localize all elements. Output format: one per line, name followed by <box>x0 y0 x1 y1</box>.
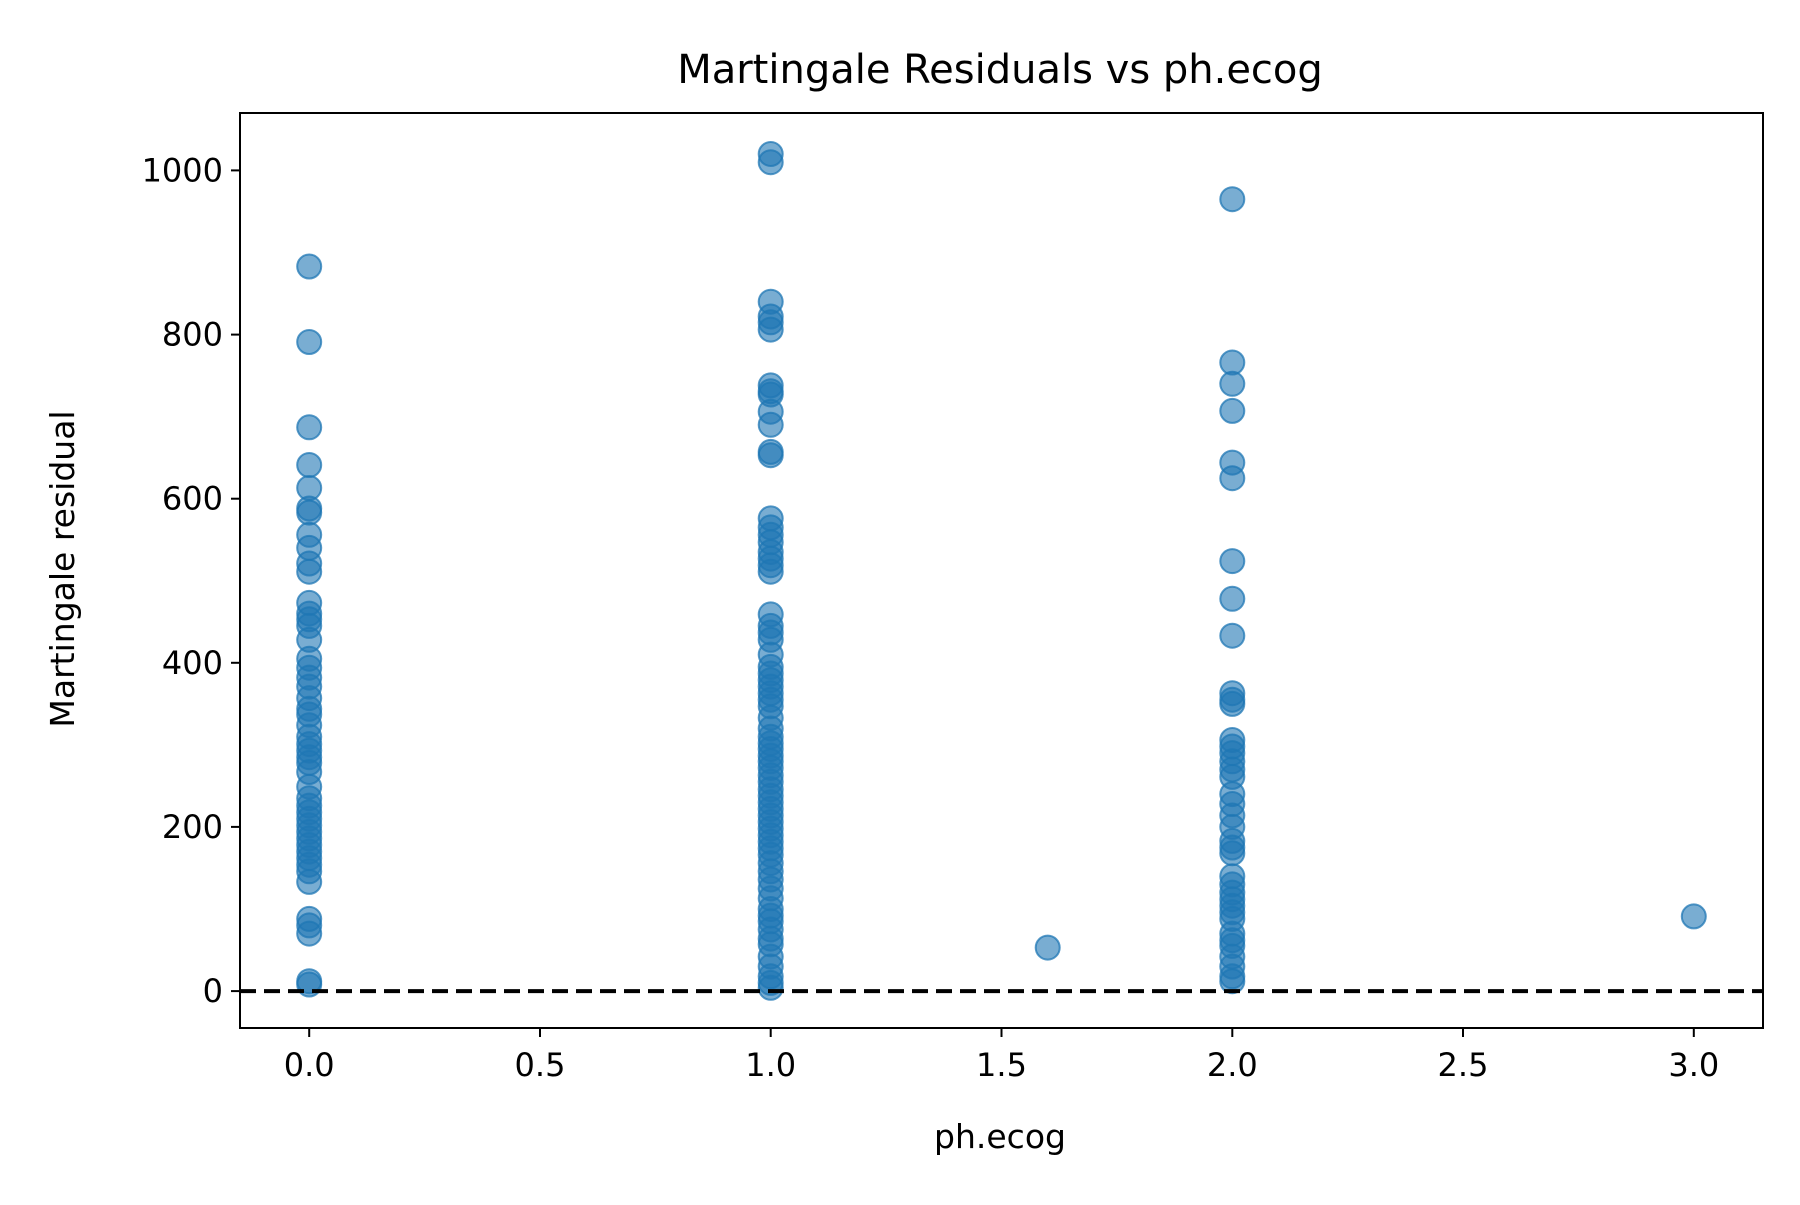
data-point <box>757 316 784 343</box>
x-tick-label: 1.5 <box>976 1046 1027 1084</box>
data-point <box>1219 622 1246 649</box>
x-tick-label: 1.0 <box>745 1046 796 1084</box>
x-axis: 0.0 0.5 1.0 1.5 2.0 2.5 3.0 <box>284 1028 1719 1084</box>
x-tick-label: 3.0 <box>1668 1046 1719 1084</box>
data-point <box>757 974 784 1001</box>
data-point <box>1680 903 1707 930</box>
data-point <box>1219 968 1246 995</box>
data-point <box>296 414 323 441</box>
x-tick-label: 2.0 <box>1207 1046 1258 1084</box>
data-point <box>296 452 323 478</box>
data-point <box>1219 840 1246 867</box>
x-axis-label: ph.ecog <box>934 1117 1066 1156</box>
data-point <box>757 442 784 469</box>
x-tick-label: 2.5 <box>1438 1046 1489 1084</box>
y-tick-label: 400 <box>162 644 223 682</box>
y-tick-label: 600 <box>162 480 223 518</box>
data-point <box>1219 186 1246 213</box>
data-point <box>757 149 784 176</box>
data-point <box>296 329 323 355</box>
data-point <box>296 499 323 526</box>
y-axis-label: Martingale residual <box>43 410 82 727</box>
data-point <box>1034 934 1061 961</box>
x-tick-label: 0.0 <box>284 1046 335 1084</box>
x-tick-label: 0.5 <box>515 1046 566 1084</box>
data-point <box>1219 548 1246 575</box>
data-point <box>296 253 323 280</box>
chart-title: Martingale Residuals vs ph.ecog <box>677 47 1323 93</box>
data-point <box>296 868 323 895</box>
data-point <box>757 558 784 585</box>
data-point <box>1219 465 1246 492</box>
data-point <box>1219 585 1246 612</box>
y-tick-label: 1000 <box>142 151 223 189</box>
data-point <box>296 920 323 947</box>
y-tick-label: 200 <box>162 808 223 846</box>
y-axis: 0 200 400 600 800 1000 <box>142 151 240 1010</box>
data-point <box>1219 370 1246 397</box>
data-point <box>296 558 323 585</box>
data-point <box>757 411 784 438</box>
y-tick-label: 800 <box>162 316 223 354</box>
data-points <box>296 141 1707 1001</box>
y-tick-label: 0 <box>203 972 223 1010</box>
data-point <box>1219 690 1246 717</box>
data-point <box>1219 397 1246 424</box>
